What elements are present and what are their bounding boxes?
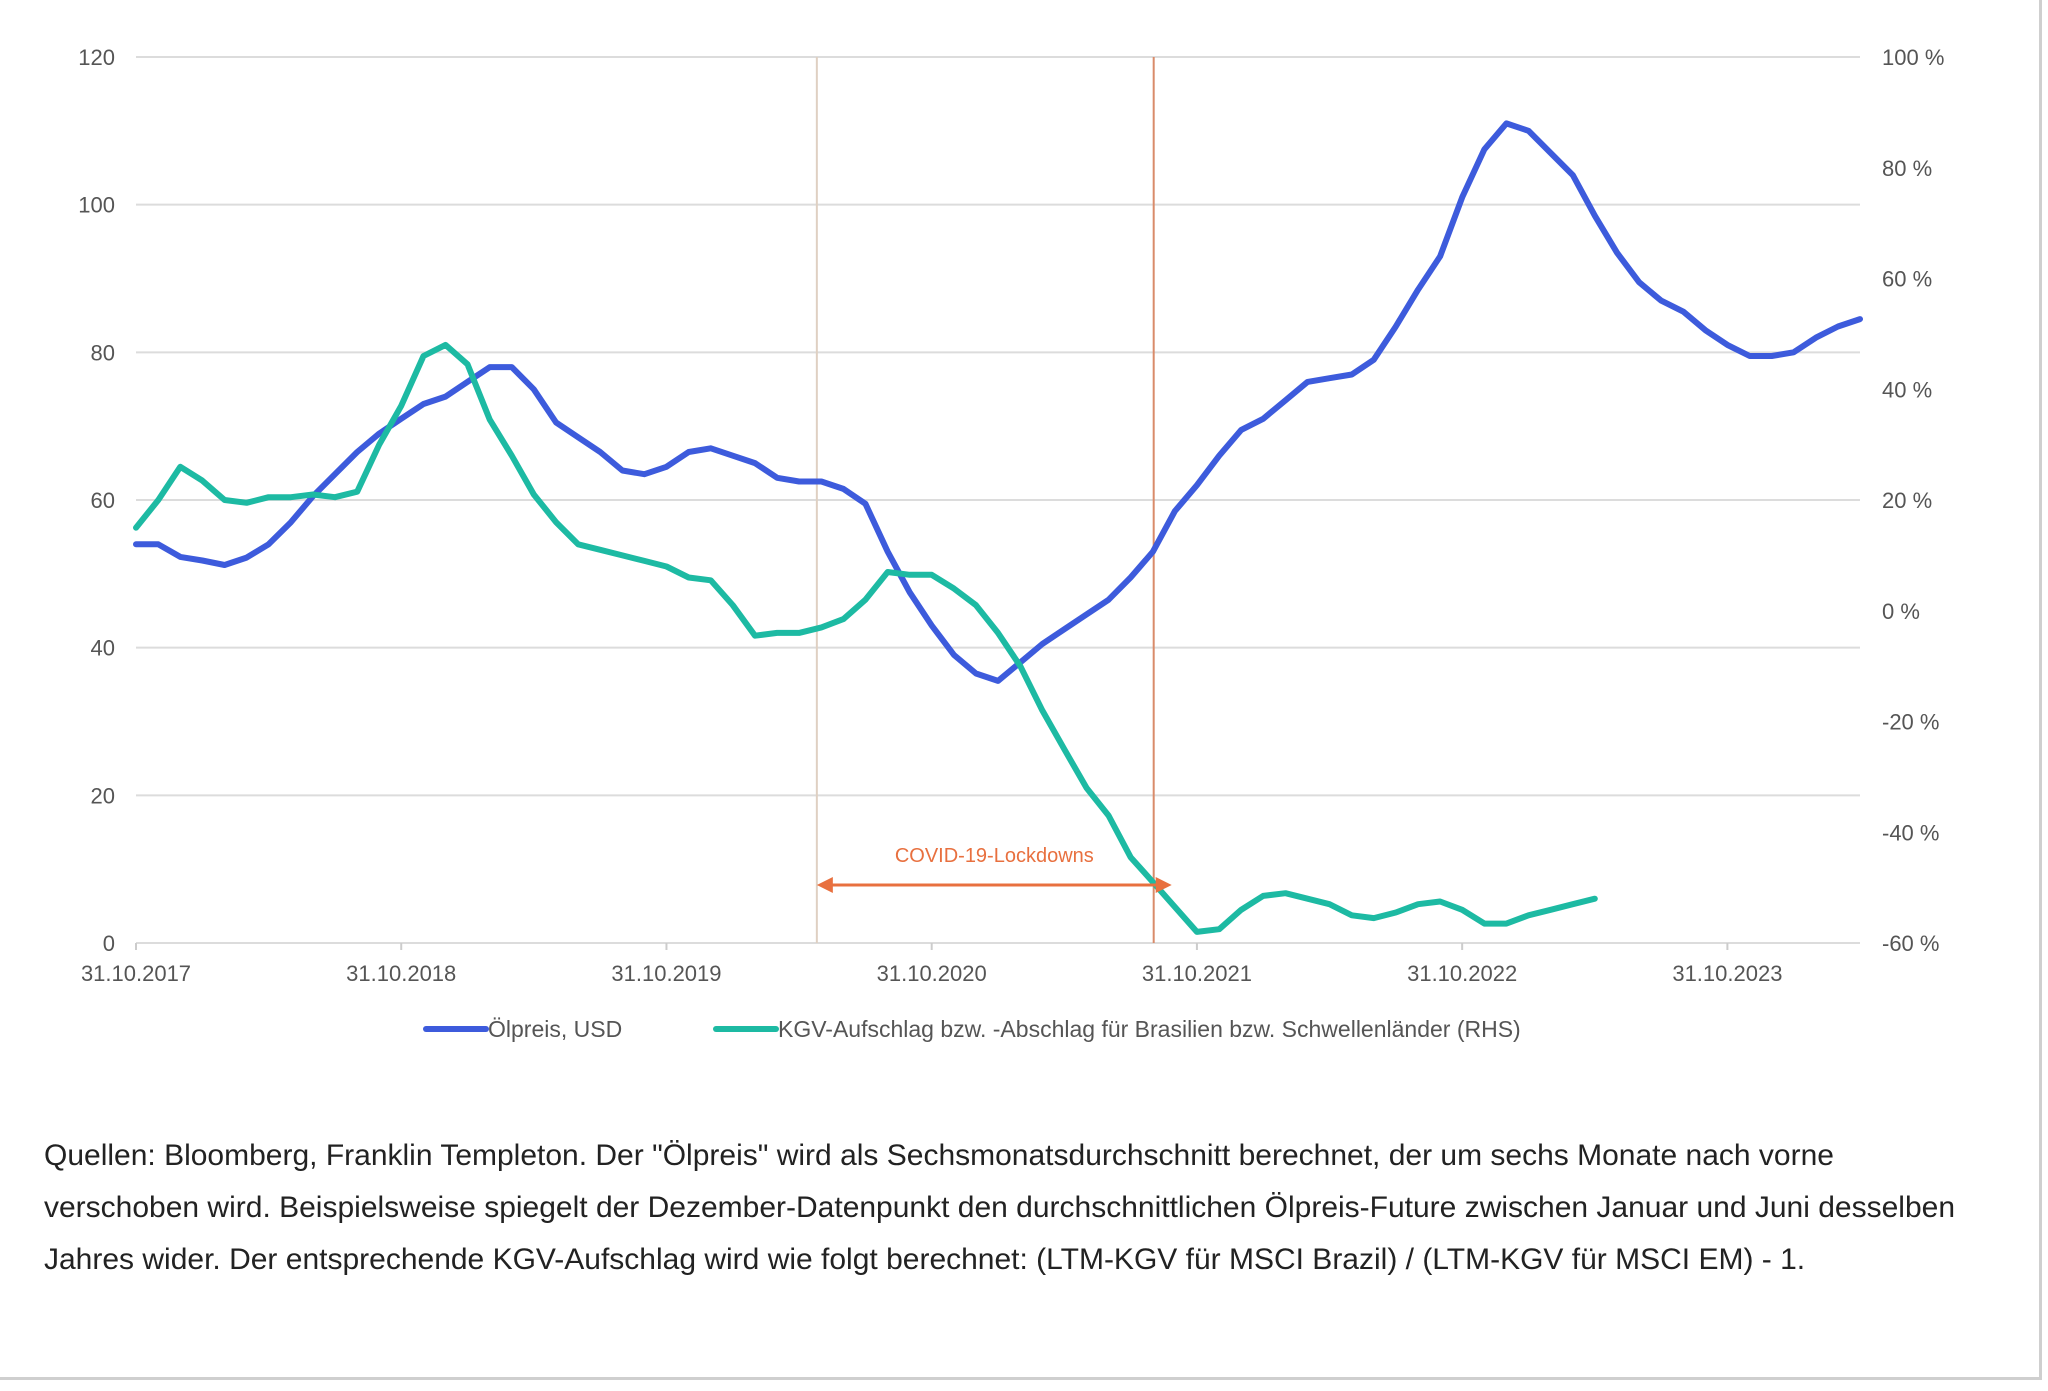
series-line-oil-price bbox=[133, 120, 1863, 684]
y-left-tick-label: 100 bbox=[78, 193, 115, 218]
y-right-tick-label: 80 % bbox=[1882, 156, 1932, 181]
x-tick-label: 31.10.2022 bbox=[1407, 961, 1517, 986]
y-right-tick-label: 20 % bbox=[1882, 488, 1932, 513]
y-left-tick-label: 80 bbox=[91, 340, 115, 365]
x-tick-label: 31.10.2019 bbox=[611, 961, 721, 986]
y-left-tick-label: 120 bbox=[78, 45, 115, 70]
y-left-tick-label: 60 bbox=[91, 488, 115, 513]
covid-arrow-head-left bbox=[816, 877, 833, 893]
x-tick-label: 31.10.2017 bbox=[81, 961, 191, 986]
y-axis-right: -60 % -40 % -20 % 0 % 20 % 40 % 60 % 80 % 100 % bbox=[1882, 45, 1944, 956]
line-chart: 31.10.2017 31.10.2018 31.10.2019 31.10.2020… bbox=[78, 45, 1944, 1042]
y-right-tick-label: 60 % bbox=[1882, 267, 1932, 292]
x-tick-label: 31.10.2020 bbox=[877, 961, 987, 986]
x-axis: 31.10.2017 31.10.2018 31.10.2019 31.10.2020… bbox=[81, 943, 1782, 986]
gridlines bbox=[136, 56, 1860, 944]
x-tick-label: 31.10.2023 bbox=[1672, 961, 1782, 986]
x-tick-label: 31.10.2021 bbox=[1142, 961, 1252, 986]
y-right-tick-label: -60 % bbox=[1882, 931, 1939, 956]
legend-label-oil: Ölpreis, USD bbox=[488, 1016, 622, 1042]
series-line-kgv-premium bbox=[133, 341, 1598, 935]
source-caption: Quellen: Bloomberg, Franklin Templeton. … bbox=[44, 1139, 1956, 1276]
y-right-tick-label: 40 % bbox=[1882, 377, 1932, 402]
legend-label-kgv: KGV-Aufschlag bzw. -Abschlag für Brasili… bbox=[778, 1016, 1521, 1042]
y-right-tick-label: -20 % bbox=[1882, 710, 1939, 735]
lockdown-markers bbox=[815, 57, 1155, 943]
y-right-tick-label: 0 % bbox=[1882, 599, 1920, 624]
legend: Ölpreis, USD KGV-Aufschlag bzw. -Abschla… bbox=[423, 1016, 1521, 1042]
series-lines bbox=[133, 120, 1863, 935]
y-left-tick-label: 0 bbox=[103, 931, 115, 956]
y-right-tick-label: -40 % bbox=[1882, 820, 1939, 845]
covid-arrow-head-right bbox=[1155, 877, 1172, 893]
covid-annotation: COVID-19-Lockdowns bbox=[816, 845, 1172, 893]
y-right-tick-label: 100 % bbox=[1882, 45, 1944, 70]
y-left-tick-label: 20 bbox=[91, 783, 115, 808]
covid-label: COVID-19-Lockdowns bbox=[895, 845, 1094, 867]
y-axis-left: 0 20 40 60 80 100 120 bbox=[78, 45, 115, 956]
y-left-tick-label: 40 bbox=[91, 636, 115, 661]
x-tick-label: 31.10.2018 bbox=[346, 961, 456, 986]
